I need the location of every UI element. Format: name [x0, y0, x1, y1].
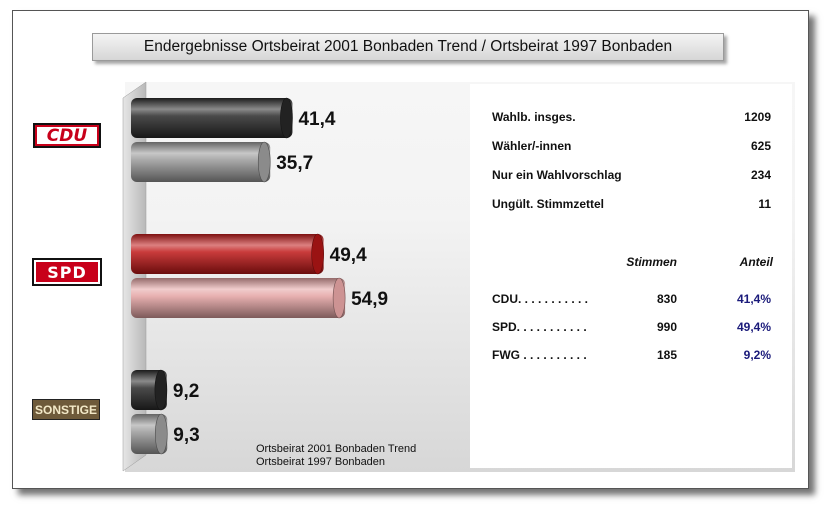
stat-label: Ungült. Stimmzettel [492, 197, 604, 211]
bars-layer: 41,4 35,7 49,4 54,9 9,2 9,3 [131, 97, 388, 455]
result-party: CDU. . . . . . . . . . . [492, 292, 588, 306]
info-panel [470, 84, 792, 468]
stat-label: Nur ein Wahlvorschlag [492, 168, 622, 182]
result-party: FWG . . . . . . . . . . [492, 348, 587, 362]
result-party: SPD. . . . . . . . . . . [492, 320, 587, 334]
bar-value-label: 35,7 [276, 153, 313, 174]
bar-value-label: 49,4 [330, 245, 367, 266]
chart-title: Endergebnisse Ortsbeirat 2001 Bonbaden T… [92, 33, 724, 61]
bar-spd-1997 [131, 278, 346, 318]
info-table: Wahlb. insges. 1209 Wähler/-innen 625 Nu… [492, 110, 774, 362]
stat-label: Wähler/-innen [492, 139, 571, 153]
bar-end-cap [257, 141, 271, 183]
result-anteil: 41,4% [737, 292, 771, 306]
bar-cdu-2001 [131, 98, 293, 138]
result-stimmen: 830 [657, 292, 677, 306]
bar-value-label: 9,2 [173, 381, 199, 402]
chart-wall [122, 81, 147, 472]
result-stimmen: 185 [657, 348, 677, 362]
stat-label: Wahlb. insges. [492, 110, 576, 124]
bar-value-label: 9,3 [173, 425, 199, 446]
header-anteil: Anteil [739, 255, 774, 269]
sonstige-logo: SONSTIGE [32, 399, 100, 420]
legend-entry-2001: Ortsbeirat 2001 Bonbaden Trend [256, 443, 416, 455]
stat-value: 1209 [744, 110, 771, 124]
spd-logo: SPD [33, 259, 101, 285]
bar-end-cap [332, 277, 346, 319]
stat-value: 11 [758, 197, 771, 211]
bar-cdu-1997 [131, 142, 271, 182]
bar-spd-2001 [131, 234, 324, 274]
result-anteil: 9,2% [744, 348, 772, 362]
result-anteil: 49,4% [737, 320, 771, 334]
bar-end-cap [311, 233, 324, 275]
bar-value-label: 54,9 [351, 289, 388, 310]
chart-legend: Ortsbeirat 2001 Bonbaden Trend Ortsbeira… [256, 443, 416, 468]
bar-end-cap [154, 369, 168, 411]
stat-value: 625 [751, 139, 771, 153]
bar-end-cap [154, 413, 168, 455]
legend-entry-1997: Ortsbeirat 1997 Bonbaden [256, 456, 385, 468]
stat-value: 234 [751, 168, 771, 182]
bar-end-cap [280, 97, 293, 139]
result-stimmen: 990 [657, 320, 677, 334]
header-stimmen: Stimmen [626, 255, 677, 269]
bar-value-label: 41,4 [298, 109, 335, 130]
cdu-logo: CDU [33, 123, 101, 148]
